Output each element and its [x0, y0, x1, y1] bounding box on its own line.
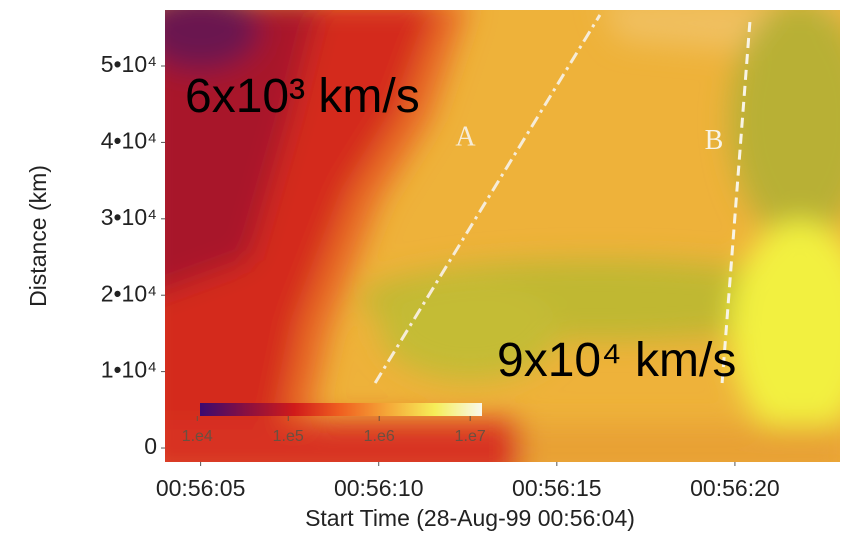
line-label: A [455, 121, 476, 152]
y-axis-label: Distance (km) [25, 165, 51, 307]
velocity-line [720, 21, 752, 384]
velocity-line [373, 14, 602, 384]
colorbar-tick-label: 1.e4 [182, 428, 213, 445]
x-axis-label: Start Time (28-Aug-99 00:56:04) [305, 505, 635, 531]
x-tick-label: 00:56:20 [690, 475, 780, 501]
x-tick-label: 00:56:05 [156, 475, 246, 501]
colorbar-tick-label: 1.e5 [273, 428, 304, 445]
annotation: 9x10⁴ km/s [497, 334, 736, 387]
y-tick-label: 3•10⁴ [101, 204, 157, 230]
y-tick-label: 5•10⁴ [101, 51, 157, 77]
y-tick-label: 4•10⁴ [101, 127, 157, 153]
colorbar-tick-label: 1.e7 [455, 428, 486, 445]
colorbar-tick-label: 1.e6 [364, 428, 395, 445]
annotation: 6x10³ km/s [185, 70, 420, 123]
x-tick-label: 00:56:15 [512, 475, 602, 501]
y-tick-label: 2•10⁴ [101, 280, 157, 306]
heatmap-image [165, 10, 840, 462]
y-tick-label: 1•10⁴ [101, 357, 157, 383]
line-label: B [705, 125, 724, 156]
y-tick-label: 0 [144, 433, 157, 459]
x-tick-label: 00:56:10 [334, 475, 424, 501]
colorbar [200, 403, 482, 416]
